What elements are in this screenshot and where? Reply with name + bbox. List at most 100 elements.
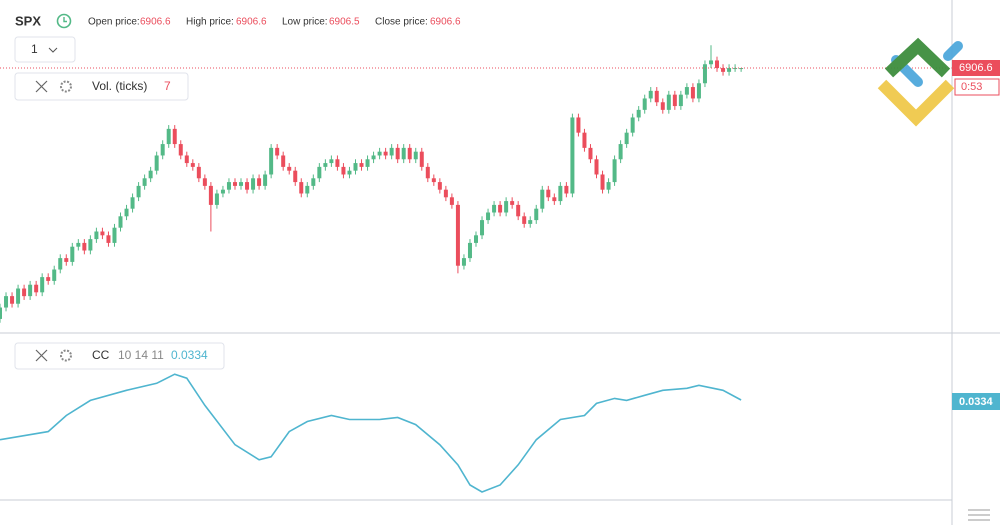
candle-body: [546, 189, 551, 198]
candle-body: [401, 147, 406, 160]
candle-body: [516, 204, 521, 217]
candle-body: [654, 90, 659, 103]
candle-body: [16, 288, 21, 304]
candle-body: [672, 94, 677, 107]
vol-box: [14, 72, 189, 101]
close-label: Close price:: [375, 17, 428, 28]
candle-body: [208, 185, 213, 205]
candle-body: [317, 166, 322, 179]
low-value: 6906.5: [329, 17, 360, 28]
candle-body: [281, 155, 286, 167]
interval-select[interactable]: 1: [14, 36, 76, 63]
candle-body: [498, 204, 503, 213]
candle-body: [40, 277, 45, 293]
candle-body: [305, 185, 310, 194]
candle-body: [46, 277, 51, 281]
candle-body: [190, 163, 195, 167]
candle-body: [245, 182, 250, 190]
candle-body: [34, 284, 39, 293]
candle-body: [112, 227, 117, 243]
candle-body: [419, 151, 424, 167]
candle-body: [335, 159, 340, 167]
settings-icon[interactable]: [60, 80, 72, 93]
candle-body: [365, 159, 370, 167]
open-value: 6906.6: [140, 17, 171, 28]
vol-legend: Vol. (ticks) 7: [14, 72, 189, 101]
last-price-box: [952, 60, 1000, 76]
candle-body: [106, 235, 111, 243]
candle-body: [455, 204, 460, 266]
candle-body: [600, 174, 605, 190]
candle-body: [100, 231, 105, 236]
candle-body: [148, 170, 153, 179]
cc-value: 0.0334: [171, 348, 208, 362]
clock-hands: [63, 17, 67, 23]
candle-body: [323, 163, 328, 167]
last-cc: 0.0334: [959, 396, 994, 408]
last-price: 6906.6: [959, 62, 993, 74]
candle-body: [166, 128, 171, 145]
candle-body: [329, 159, 334, 164]
settings-button[interactable]: [968, 509, 990, 521]
candle-body: [269, 147, 274, 175]
candle-body: [371, 155, 376, 160]
candle-body: [130, 197, 135, 209]
countdown: 0:53: [961, 81, 982, 93]
symbol: SPX: [15, 13, 41, 28]
candle-body: [443, 189, 448, 198]
candle-body: [510, 201, 515, 205]
settings-lines: [968, 509, 990, 521]
candle-body: [715, 60, 720, 69]
high-label: High price:: [186, 17, 234, 28]
candle-body: [425, 166, 430, 179]
candle-body: [606, 182, 611, 190]
candle-body: [4, 296, 9, 308]
candle-body: [576, 117, 581, 133]
candle-body: [311, 178, 316, 186]
candle-body: [293, 170, 298, 183]
candle-body: [449, 197, 454, 205]
candle-body: [684, 87, 689, 95]
candle-body: [178, 144, 183, 156]
candle-body: [214, 193, 219, 205]
candle-body: [76, 242, 81, 247]
candle-body: [395, 147, 400, 160]
candle-body: [94, 231, 99, 240]
candle-body: [287, 166, 292, 171]
close-icon[interactable]: [35, 80, 48, 93]
cc-legend: CC 10 14 11 0.0334: [14, 342, 225, 370]
clock-icon[interactable]: [56, 13, 72, 29]
candle-body: [624, 132, 629, 145]
candle-body: [202, 178, 207, 186]
candle-body: [22, 288, 27, 297]
candle-body: [721, 68, 726, 72]
candle-body: [52, 269, 57, 281]
logo-blue2: [943, 41, 963, 61]
candle-body: [437, 182, 442, 190]
candle-body: [142, 178, 147, 186]
candle-body: [172, 128, 177, 145]
candle-body: [636, 109, 641, 118]
candle-body: [118, 216, 123, 228]
chevron: [48, 47, 58, 53]
candle-body: [263, 174, 268, 186]
candle-body: [480, 220, 485, 236]
candle-body: [154, 155, 159, 171]
settings-icon[interactable]: [60, 349, 72, 362]
candle-body: [594, 159, 599, 175]
candle-body: [642, 98, 647, 110]
candle-body: [690, 87, 695, 99]
close-icon[interactable]: [35, 349, 48, 362]
candle-body: [570, 117, 575, 194]
cc-name: CC: [92, 348, 110, 362]
candle-body: [522, 216, 527, 224]
logo-yellow: [877, 79, 955, 127]
candle-body: [196, 166, 201, 179]
candle-body: [220, 189, 225, 194]
candle-body: [226, 182, 231, 190]
last-cc-box: [952, 393, 1000, 410]
candle-body: [492, 204, 497, 213]
candle-body: [160, 144, 165, 156]
candle-body: [359, 163, 364, 167]
vol-value: 7: [164, 79, 171, 93]
